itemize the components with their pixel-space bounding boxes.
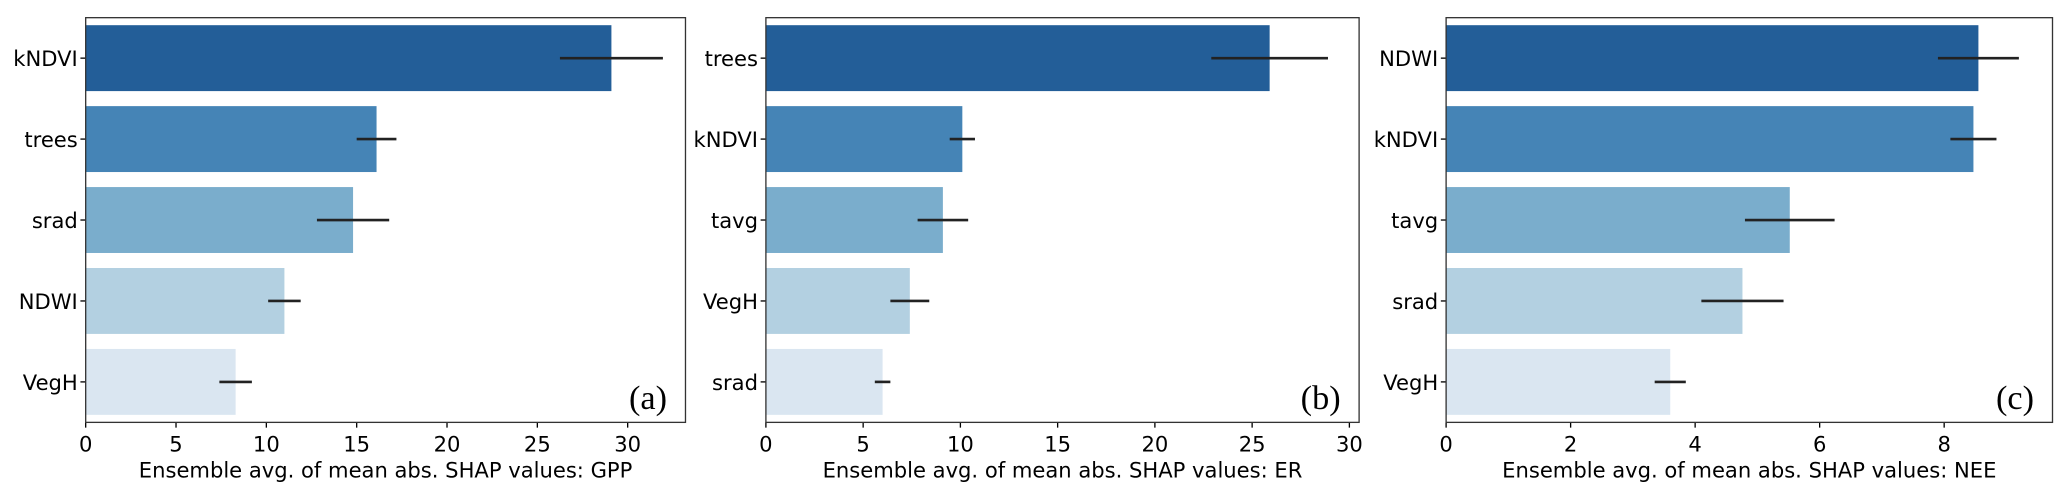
y-tick-label: VegH bbox=[703, 289, 758, 314]
x-tick-label: 25 bbox=[1239, 431, 1266, 456]
x-tick-label: 0 bbox=[79, 431, 92, 456]
y-tick-label: kNDVI bbox=[694, 127, 758, 152]
x-tick-label: 20 bbox=[434, 431, 461, 456]
bar bbox=[1446, 106, 1974, 173]
bar bbox=[765, 106, 963, 173]
y-tick-label: tavg bbox=[711, 208, 758, 233]
y-tick-label: kNDVI bbox=[13, 46, 77, 71]
bar bbox=[85, 348, 236, 415]
x-axis-label: Ensemble avg. of mean abs. SHAP values: … bbox=[139, 458, 633, 483]
bar bbox=[765, 25, 1270, 92]
y-tick-label: VegH bbox=[1383, 370, 1438, 395]
panel: kNDVI trees srad NDWI VegH 0 5 10 15 20 25 30Ensemb… bbox=[13, 17, 687, 483]
x-tick-label: 6 bbox=[1813, 431, 1826, 456]
x-tick-label: 8 bbox=[1937, 431, 1950, 456]
x-tick-label: 30 bbox=[614, 431, 641, 456]
bar bbox=[765, 187, 943, 253]
plot-frame bbox=[1445, 17, 2054, 424]
bar bbox=[1446, 25, 1979, 92]
plot-frame bbox=[765, 17, 1360, 424]
y-tick-label: VegH bbox=[23, 370, 78, 395]
x-axis-label: Ensemble avg. of mean abs. SHAP values: … bbox=[823, 458, 1303, 483]
bar bbox=[85, 268, 285, 334]
bar bbox=[765, 268, 910, 334]
y-tick-label: NDWI bbox=[1379, 46, 1438, 71]
x-tick-label: 20 bbox=[1141, 431, 1168, 456]
panel-annotation: (a) bbox=[629, 379, 667, 417]
bar bbox=[765, 348, 883, 415]
bar bbox=[1446, 348, 1671, 415]
x-tick-label: 0 bbox=[1439, 431, 1452, 456]
bar bbox=[85, 106, 377, 173]
x-tick-label: 30 bbox=[1336, 431, 1363, 456]
y-tick-label: tavg bbox=[1391, 208, 1438, 233]
x-tick-label: 10 bbox=[947, 431, 974, 456]
y-tick-label: trees bbox=[705, 46, 758, 71]
panel-annotation: (c) bbox=[1996, 379, 2034, 417]
plot-frame bbox=[85, 17, 687, 424]
x-tick-label: 25 bbox=[524, 431, 551, 456]
bar bbox=[1446, 187, 1790, 253]
y-tick-label: NDWI bbox=[19, 289, 78, 314]
bar bbox=[85, 25, 612, 92]
x-tick-label: 5 bbox=[856, 431, 869, 456]
x-tick-label: 0 bbox=[759, 431, 772, 456]
y-tick-label: srad bbox=[712, 370, 758, 395]
y-tick-label: srad bbox=[32, 208, 78, 233]
x-axis-label: Ensemble avg. of mean abs. SHAP values: … bbox=[1502, 458, 1996, 483]
x-tick-label: 10 bbox=[253, 431, 280, 456]
x-tick-label: 15 bbox=[343, 431, 370, 456]
bar bbox=[1446, 268, 1743, 334]
panel: trees kNDVI tavg VegH srad 0 5 10 15 20 25 30 Ensemb… bbox=[694, 17, 1363, 483]
panel-annotation: (b) bbox=[1301, 379, 1341, 417]
x-tick-label: 4 bbox=[1688, 431, 1701, 456]
x-tick-label: 2 bbox=[1564, 431, 1577, 456]
bar bbox=[85, 187, 354, 253]
y-tick-label: srad bbox=[1392, 289, 1438, 314]
x-tick-label: 15 bbox=[1044, 431, 1071, 456]
y-tick-label: kNDVI bbox=[1374, 127, 1438, 152]
y-tick-label: trees bbox=[24, 127, 77, 152]
x-tick-label: 5 bbox=[169, 431, 182, 456]
